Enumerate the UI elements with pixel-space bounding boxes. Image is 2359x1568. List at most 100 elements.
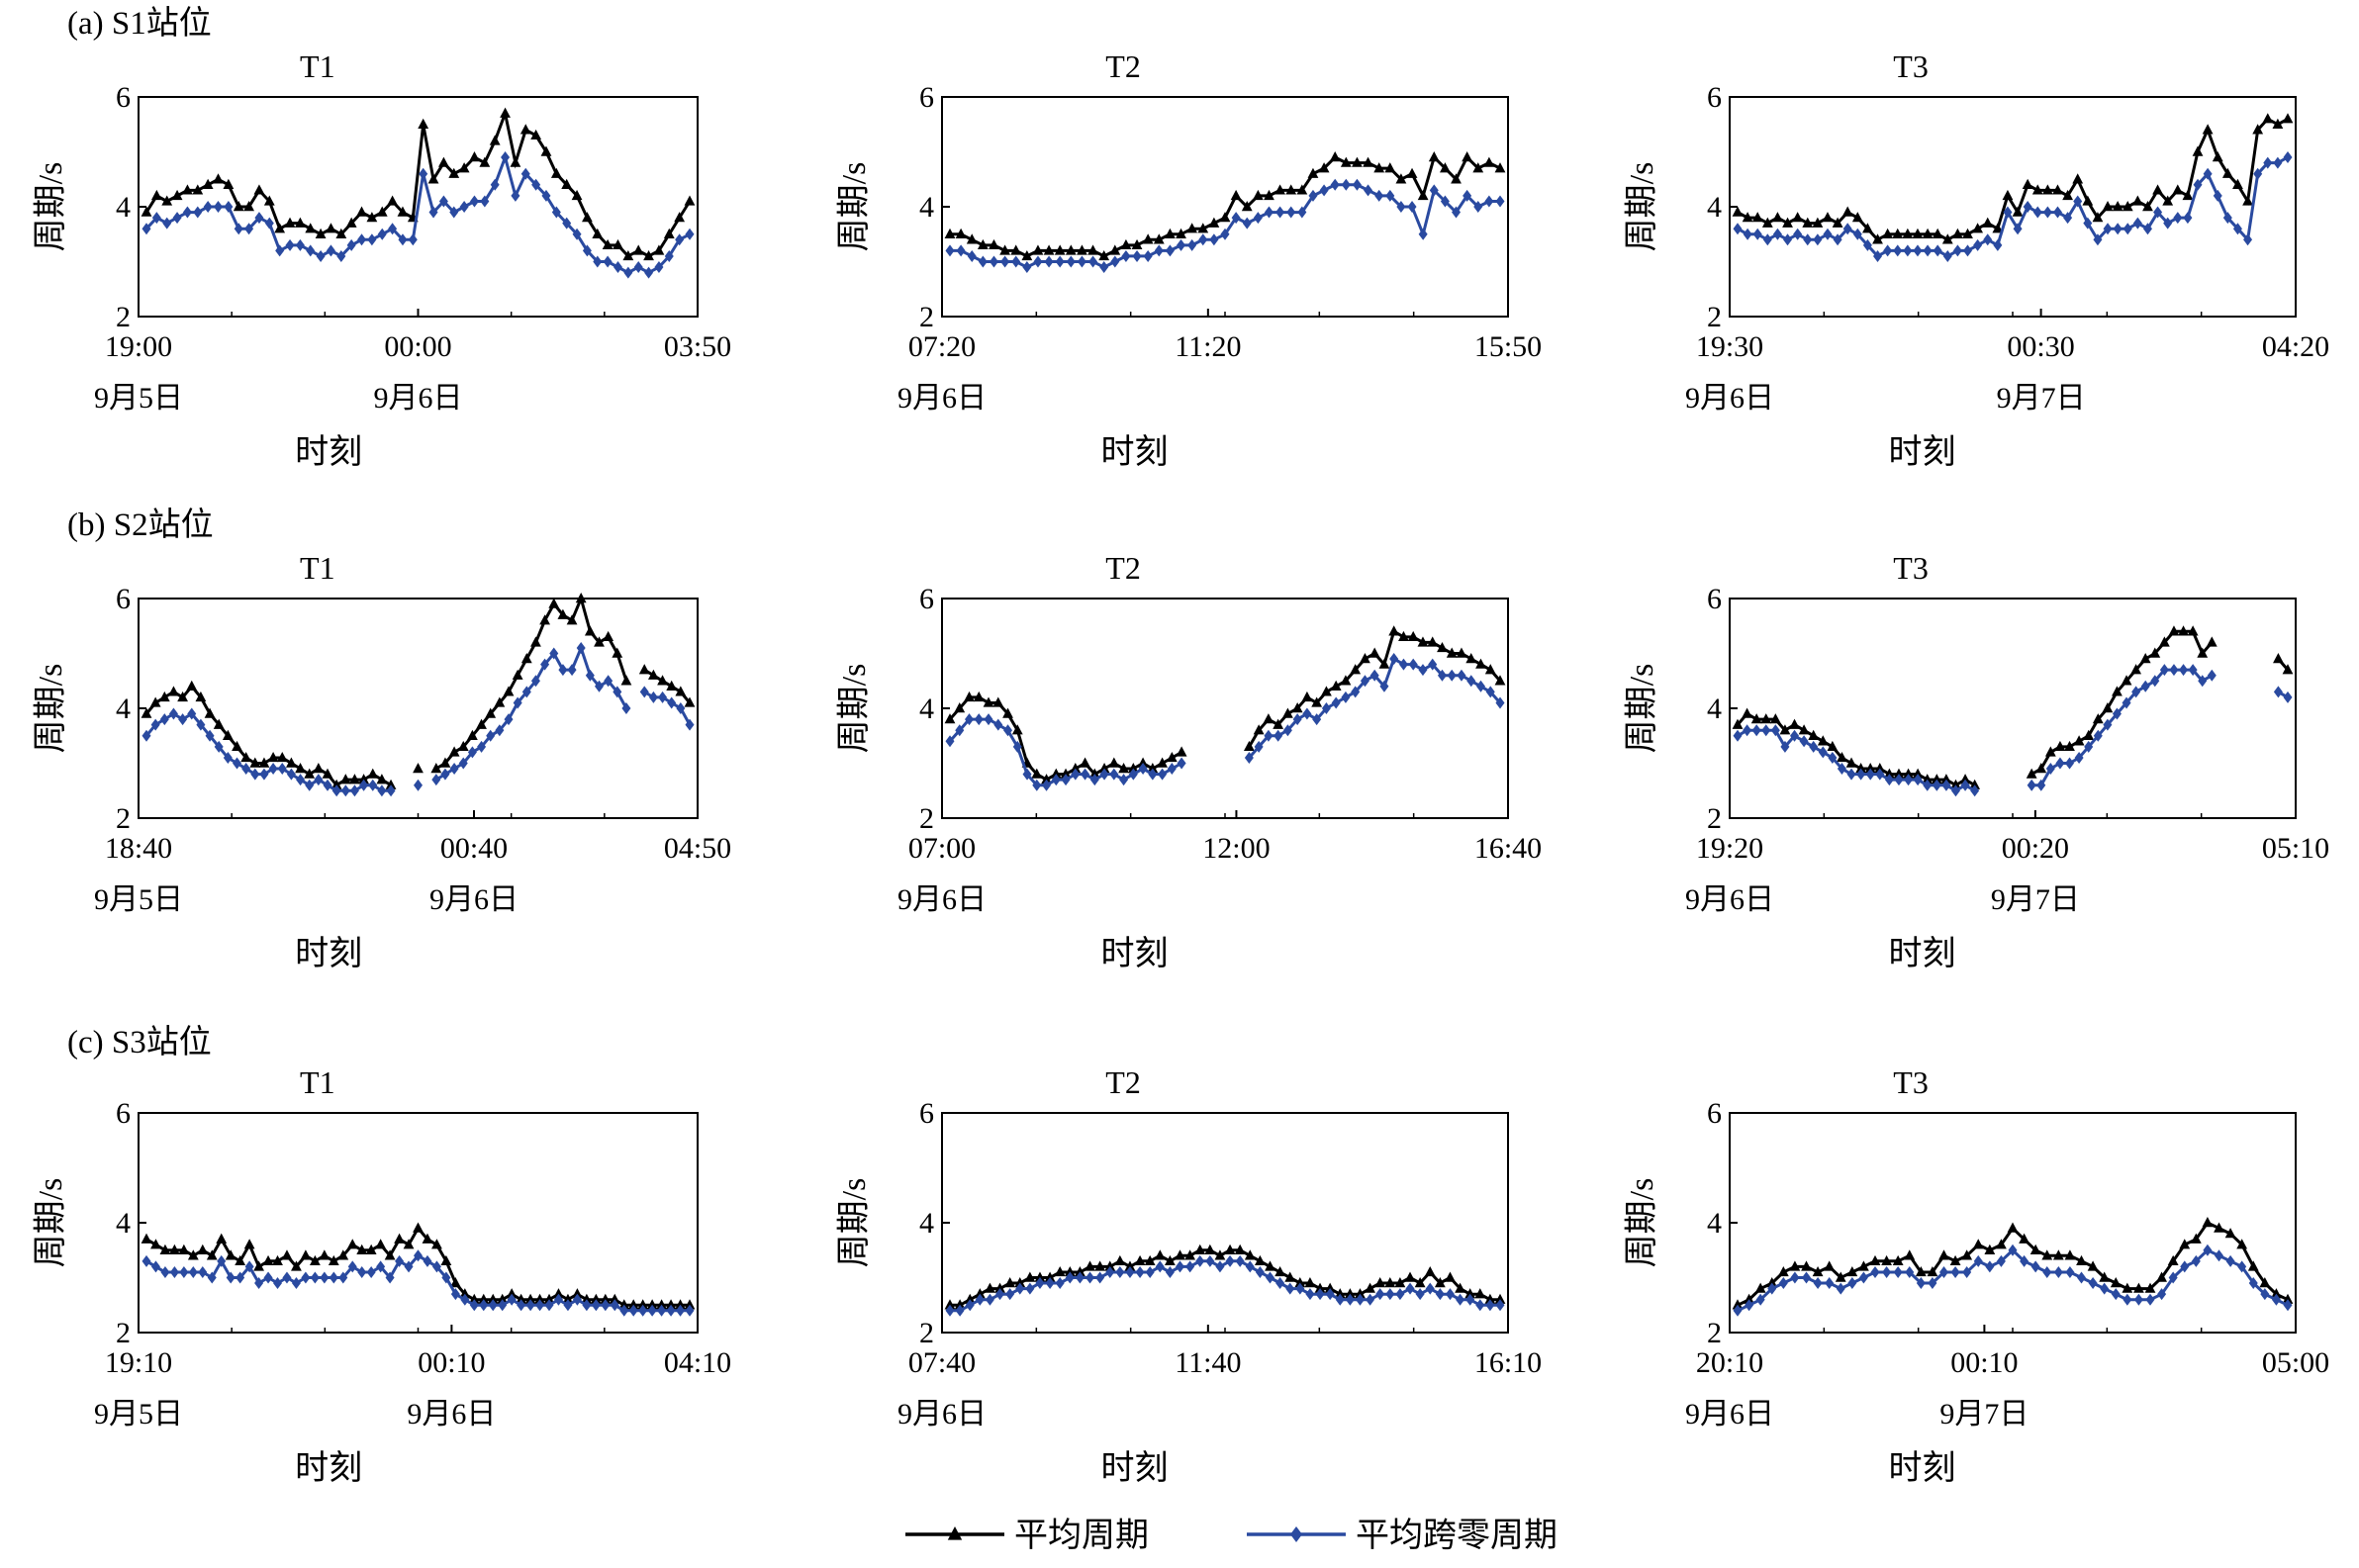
data-point-diamond — [965, 1299, 975, 1312]
data-point-triangle — [168, 1244, 180, 1254]
data-point-triangle — [376, 206, 388, 217]
data-point-triangle — [213, 173, 224, 184]
data-point-diamond — [1115, 1265, 1125, 1278]
data-point-diamond — [551, 206, 561, 219]
data-point-diamond — [647, 1304, 657, 1317]
data-point-triangle — [1445, 1271, 1456, 1282]
x-tick-date: 9月7日 — [1991, 883, 2080, 916]
data-point-triangle — [575, 593, 587, 603]
data-point-triangle — [168, 686, 179, 696]
x-axis-label: 时刻 — [1100, 1449, 1168, 1487]
data-point-diamond — [498, 1299, 508, 1312]
data-point-diamond — [1875, 768, 1885, 781]
data-point-diamond — [275, 244, 285, 257]
data-point-triangle — [1208, 217, 1220, 228]
data-point-triangle — [2152, 184, 2163, 195]
data-point-triangle — [1165, 1254, 1176, 1266]
data-point-triangle — [675, 1299, 686, 1310]
data-point-triangle — [2167, 1254, 2179, 1266]
data-point-diamond — [1325, 1288, 1335, 1301]
data-point-triangle — [1950, 779, 1961, 789]
data-point-triangle — [582, 212, 593, 223]
data-point-diamond — [1209, 233, 1219, 246]
data-point-triangle — [2214, 1222, 2224, 1233]
data-point-diamond — [449, 763, 459, 776]
data-point-triangle — [1904, 1249, 1916, 1260]
data-point-triangle — [478, 1293, 490, 1304]
data-point-diamond — [1802, 1271, 1811, 1284]
data-point-diamond — [347, 1260, 357, 1273]
data-point-triangle — [1761, 217, 1773, 228]
data-point-diamond — [196, 718, 206, 731]
data-point-triangle — [675, 686, 687, 696]
data-point-diamond — [2193, 178, 2203, 191]
data-point-triangle — [1732, 206, 1744, 217]
data-point-diamond — [1119, 774, 1129, 786]
data-point-triangle — [1034, 1271, 1046, 1282]
data-point-diamond — [1095, 1271, 1105, 1284]
x-tick-time: 15:50 — [1474, 330, 1542, 363]
data-point-diamond — [388, 223, 398, 235]
data-point-triangle — [1388, 625, 1400, 636]
data-point-triangle — [2282, 113, 2294, 124]
data-point-triangle — [1124, 1260, 1136, 1271]
panel-title: T2 — [1105, 48, 1141, 84]
data-point-triangle — [612, 647, 623, 658]
data-point-triangle — [1434, 1277, 1446, 1288]
data-point-triangle — [430, 763, 442, 774]
data-point-diamond — [301, 1271, 311, 1284]
data-point-triangle — [2271, 1288, 2282, 1299]
data-point-diamond — [1435, 1288, 1445, 1301]
data-point-triangle — [182, 184, 193, 195]
data-point-triangle — [1142, 233, 1154, 244]
data-point-diamond — [1941, 779, 1951, 791]
data-point-diamond — [214, 740, 224, 753]
data-point-diamond — [1369, 669, 1379, 682]
data-point-diamond — [428, 206, 438, 219]
series-1 — [945, 178, 1505, 274]
data-point-triangle — [2019, 1233, 2029, 1244]
data-point-triangle — [1080, 757, 1090, 768]
data-point-triangle — [2092, 713, 2104, 724]
data-point-diamond — [517, 1299, 526, 1312]
data-point-triangle — [2041, 1249, 2053, 1260]
data-point-triangle — [1451, 173, 1462, 184]
data-point-diamond — [2237, 1260, 2247, 1273]
data-point-diamond — [685, 228, 695, 240]
data-point-diamond — [490, 178, 500, 191]
data-point-triangle — [684, 1299, 696, 1310]
data-point-diamond — [2140, 680, 2150, 692]
y-axis-label: 周期/s — [836, 664, 873, 754]
data-point-diamond — [1495, 195, 1505, 208]
y-tick-label: 2 — [919, 802, 934, 835]
data-point-diamond — [1973, 238, 1983, 251]
data-point-diamond — [945, 735, 955, 748]
data-point-diamond — [1396, 201, 1406, 213]
data-point-triangle — [1912, 768, 1924, 779]
data-point-triangle — [1032, 244, 1044, 255]
data-point-triangle — [1264, 189, 1274, 201]
data-point-diamond — [217, 1254, 227, 1267]
data-point-diamond — [1772, 228, 1782, 240]
data-point-diamond — [1418, 228, 1428, 240]
series-0 — [944, 625, 1506, 784]
data-point-triangle — [413, 1222, 424, 1233]
data-point-triangle — [2247, 1260, 2259, 1271]
data-point-diamond — [1873, 249, 1883, 262]
data-point-triangle — [267, 751, 279, 763]
data-point-diamond — [254, 212, 264, 225]
data-point-diamond — [1952, 244, 1962, 257]
data-point-diamond — [1341, 178, 1351, 191]
data-point-diamond — [1778, 1277, 1788, 1290]
y-axis-label: 周期/s — [33, 1178, 69, 1268]
data-point-diamond — [1254, 740, 1264, 753]
data-point-triangle — [375, 1239, 387, 1249]
data-point-triangle — [637, 1299, 649, 1310]
data-point-diamond — [1950, 784, 1960, 797]
data-point-diamond — [2123, 223, 2132, 235]
data-point-diamond — [511, 189, 520, 202]
data-point-triangle — [2178, 625, 2189, 636]
data-point-diamond — [340, 784, 350, 797]
data-point-triangle — [983, 696, 994, 707]
data-point-triangle — [276, 751, 288, 763]
